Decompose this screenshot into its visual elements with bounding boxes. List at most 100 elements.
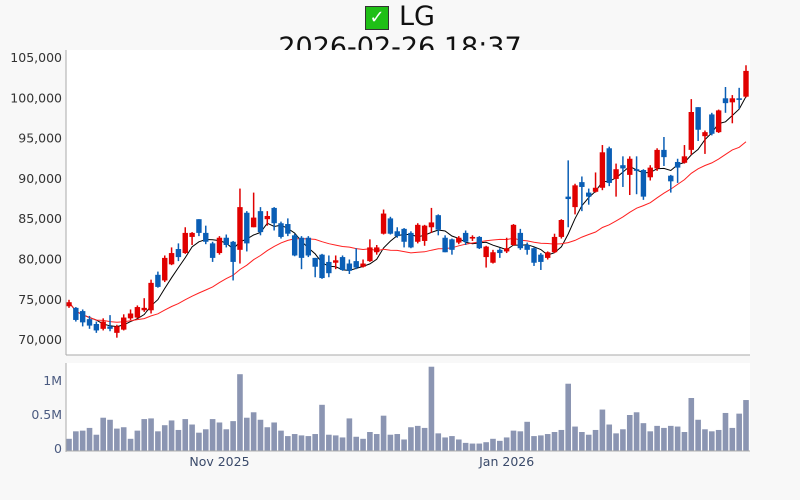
volume-bar (107, 419, 113, 451)
volume-bars (66, 366, 749, 451)
volume-bar (599, 409, 606, 451)
candle-down (586, 188, 592, 205)
candle-up (237, 188, 243, 264)
price-axis: 70,000 75,000 80,000 85,000 90,000 95,000 100,… (10, 50, 62, 347)
candle-body (148, 282, 154, 311)
candle-body (647, 167, 653, 178)
volume-bar (114, 428, 120, 451)
candle-body (401, 228, 407, 242)
candle-down (298, 236, 305, 270)
candle-down (606, 146, 612, 187)
candle-body (162, 257, 168, 281)
volume-bar (538, 435, 544, 451)
volume-bar (360, 438, 366, 451)
candle-down (196, 219, 202, 237)
candle-up (100, 318, 106, 331)
candle-body (606, 148, 612, 183)
candle-up (544, 251, 551, 260)
candle-body (155, 274, 161, 287)
volume-bar (161, 425, 168, 451)
candle-down (435, 214, 441, 236)
volume-bar (455, 439, 462, 451)
price-tick-label: 100,000 (10, 90, 62, 105)
candle-body (339, 257, 346, 270)
candle-body (86, 319, 93, 326)
volume-bar (743, 400, 749, 451)
volume-bar (100, 417, 106, 451)
candle-up (702, 130, 708, 154)
candle-body (168, 253, 175, 265)
candle-down (538, 253, 544, 270)
candle-body (291, 235, 298, 256)
price-tick-label: 80,000 (18, 252, 62, 267)
candle-body (592, 187, 599, 192)
candle-down (223, 234, 229, 248)
candle-body (558, 220, 565, 237)
candle-body (332, 260, 339, 263)
volume-tick-label: 0.5M (31, 407, 62, 422)
volume-bar (189, 424, 195, 451)
candle-down (401, 228, 407, 248)
candle-body (428, 222, 435, 228)
volume-bar (394, 434, 401, 451)
volume-bar (237, 374, 243, 451)
candle-body (326, 261, 332, 274)
volume-bar (93, 434, 100, 451)
candle-down (346, 259, 353, 275)
candle-body (572, 185, 578, 208)
candle-body (503, 248, 510, 252)
volume-bar (141, 419, 148, 451)
candle-down (175, 243, 182, 262)
candle-down (408, 231, 414, 249)
candle-up (141, 298, 147, 312)
volume-bar (271, 422, 277, 451)
candle-down (497, 248, 503, 258)
date-tick-label: Nov 2025 (189, 454, 249, 469)
candle-body (586, 192, 592, 197)
ma20-line (68, 141, 747, 323)
volume-bar (483, 442, 489, 451)
candle-body (640, 170, 647, 197)
volume-bar (243, 417, 250, 451)
volume-axis: 0 0.5M 1M (31, 373, 62, 456)
candle-up (367, 239, 373, 262)
candle-down (319, 253, 325, 279)
candle-body (66, 302, 72, 307)
volume-bar (291, 434, 298, 451)
candle-up (182, 227, 188, 254)
candle-body (387, 218, 394, 234)
candle-down (722, 87, 729, 113)
candle-down (312, 257, 318, 278)
candle-down (257, 207, 264, 236)
candle-body (121, 317, 127, 330)
candle-down (291, 233, 298, 257)
candle-body (661, 149, 667, 158)
volume-bar (524, 421, 530, 451)
candle-down (79, 309, 86, 327)
candle-up (332, 255, 339, 270)
price-plot-area (66, 50, 750, 355)
candle-body (688, 112, 694, 150)
candle-body (394, 231, 400, 237)
volume-bar (66, 438, 72, 451)
candle-up (189, 232, 195, 245)
candle-up (654, 148, 660, 171)
volume-bar (497, 440, 503, 451)
candle-body (114, 326, 120, 333)
candle-up (483, 245, 489, 268)
candle-up (688, 99, 694, 155)
candle-body (127, 313, 134, 319)
volume-bar (168, 420, 175, 451)
candle-down (86, 315, 93, 329)
volume-bar (285, 436, 291, 451)
candle-body (469, 236, 476, 239)
candle-body (415, 224, 421, 242)
candle-body (203, 232, 209, 242)
volume-bar (182, 419, 189, 451)
candle-down (326, 255, 332, 278)
volume-bar (661, 427, 667, 451)
volume-bar (490, 438, 496, 451)
candle-body (517, 232, 524, 249)
volume-bar (736, 413, 742, 451)
volume-bar (702, 429, 708, 451)
